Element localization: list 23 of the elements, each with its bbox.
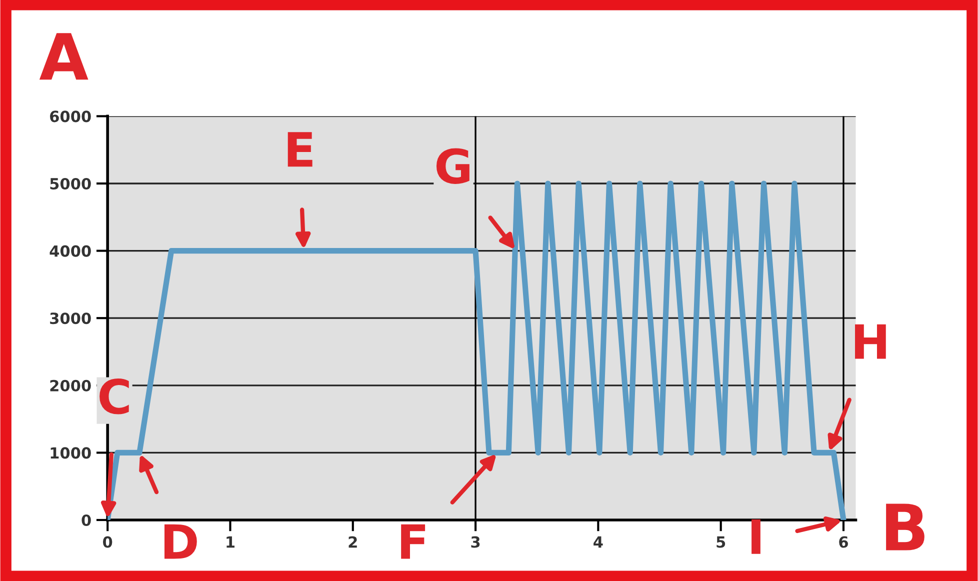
y-tick-label: 0 <box>82 514 91 526</box>
y-tick-label: 6000 <box>50 110 91 122</box>
y-tick-label: 4000 <box>50 245 91 257</box>
annotation: F <box>401 524 426 559</box>
x-tick-label: 2 <box>348 536 357 548</box>
x-tick-label: 5 <box>716 536 726 548</box>
annotation: C <box>100 378 129 414</box>
annotation: H <box>855 324 886 359</box>
y-tick-label: 2000 <box>50 380 91 392</box>
annotation: E <box>288 132 312 167</box>
y-tick-label: 5000 <box>50 178 91 190</box>
x-tick-label: 1 <box>226 536 234 548</box>
x-tick-label: 3 <box>471 536 480 548</box>
annotation: I <box>752 519 760 554</box>
y-tick-label: 1000 <box>50 447 91 459</box>
annotation: D <box>164 524 197 559</box>
annotation: G <box>436 148 470 184</box>
x-tick-label: 4 <box>594 536 603 548</box>
x-tick-label: 0 <box>102 536 112 548</box>
text: B <box>886 504 924 550</box>
y-tick-label: 3000 <box>50 312 91 324</box>
x-tick-label: 6 <box>839 536 848 548</box>
text: A <box>39 33 88 80</box>
